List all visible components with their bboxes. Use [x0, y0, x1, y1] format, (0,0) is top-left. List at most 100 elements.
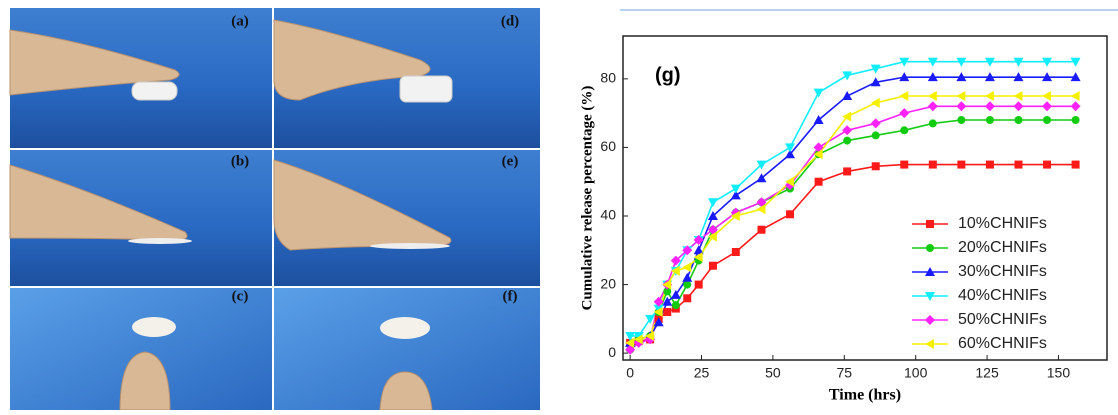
y-tick-label: 40: [600, 207, 616, 223]
data-point: [871, 131, 880, 140]
data-point: [707, 224, 718, 235]
data-point: [984, 57, 995, 67]
data-point: [927, 72, 938, 82]
data-point: [786, 210, 795, 219]
legend-label: 10%CHNIFs: [958, 215, 1047, 232]
y-tick-label: 80: [600, 70, 616, 86]
panel-label: (f): [503, 288, 518, 304]
panel-label: (c): [232, 288, 249, 304]
data-point: [625, 332, 636, 341]
sample: [132, 317, 176, 337]
data-point: [670, 289, 681, 299]
data-point: [984, 91, 994, 101]
annotation: (g): [655, 64, 681, 86]
data-point: [693, 245, 704, 255]
data-point: [956, 91, 966, 101]
data-point: [682, 262, 692, 273]
series-line: [629, 76, 1076, 344]
data-point: [870, 118, 881, 129]
data-point: [653, 304, 664, 314]
plot-frame: [622, 35, 1108, 361]
data-point: [899, 72, 910, 82]
data-point: [683, 280, 692, 289]
data-point: [645, 331, 655, 341]
legend-marker: [925, 267, 935, 276]
y-axis-label: Cumulative release percentage (%): [579, 86, 595, 311]
series-line: [629, 105, 1076, 351]
data-point: [842, 125, 853, 136]
data-point: [1043, 116, 1052, 124]
data-point: [1070, 57, 1081, 67]
data-point: [1014, 160, 1023, 169]
data-point: [956, 101, 967, 112]
data-point: [625, 337, 635, 348]
data-point: [1013, 101, 1024, 112]
y-tick-label: 0: [608, 344, 616, 360]
panel-label: (d): [501, 13, 519, 29]
data-point: [870, 64, 881, 74]
data-point: [625, 344, 636, 355]
data-point: [682, 272, 693, 282]
data-point: [693, 252, 703, 263]
data-point: [1042, 101, 1053, 112]
legend-label: 60%CHNIFs: [958, 335, 1047, 352]
data-point: [928, 160, 937, 169]
x-tick-label: 0: [626, 365, 634, 381]
x-tick-label: 100: [904, 365, 928, 381]
data-point: [956, 72, 967, 82]
data-point: [813, 88, 824, 98]
data-point: [900, 160, 909, 169]
data-point: [1013, 91, 1023, 101]
data-point: [633, 334, 643, 345]
y-tick-label: 60: [600, 138, 616, 154]
sample: [399, 75, 453, 103]
legend-label: 30%CHNIFs: [958, 263, 1047, 280]
legend-marker: [926, 244, 934, 252]
x-tick-label: 150: [1047, 365, 1071, 381]
x-tick-label: 50: [765, 365, 781, 381]
data-point: [813, 142, 824, 153]
data-point: [707, 231, 717, 242]
data-point: [756, 197, 767, 208]
data-point: [633, 332, 644, 341]
data-point: [1042, 72, 1053, 82]
data-point: [1013, 72, 1024, 82]
data-point: [756, 173, 767, 183]
data-point: [1071, 160, 1080, 169]
data-point: [985, 116, 994, 124]
sample: [370, 243, 450, 249]
data-point: [1070, 72, 1081, 82]
data-point: [813, 115, 824, 124]
data-point: [645, 314, 656, 324]
data-point: [731, 248, 740, 256]
data-point: [653, 296, 664, 307]
data-point: [730, 190, 741, 200]
series-line: [629, 95, 1076, 344]
data-point: [870, 77, 881, 87]
data-point: [756, 204, 766, 215]
data-point: [927, 57, 938, 67]
data-point: [813, 149, 823, 160]
data-point: [663, 287, 672, 296]
data-point: [956, 57, 967, 67]
data-point: [984, 72, 995, 82]
data-point: [693, 235, 704, 245]
data-point: [957, 160, 966, 169]
data-point: [870, 97, 880, 108]
data-point: [1042, 91, 1052, 101]
panel-label: (b): [231, 153, 249, 169]
data-point: [756, 160, 767, 170]
data-point: [653, 307, 663, 317]
data-point: [707, 211, 718, 220]
x-tick-label: 25: [694, 365, 710, 381]
data-point: [707, 198, 718, 208]
sample: [128, 238, 192, 244]
x-tick-label: 125: [975, 365, 999, 381]
data-point: [1070, 91, 1080, 101]
series-line: [629, 163, 1076, 344]
x-tick-label: 75: [837, 365, 853, 381]
legend-label: 20%CHNIFs: [958, 239, 1047, 256]
data-point: [730, 184, 741, 194]
